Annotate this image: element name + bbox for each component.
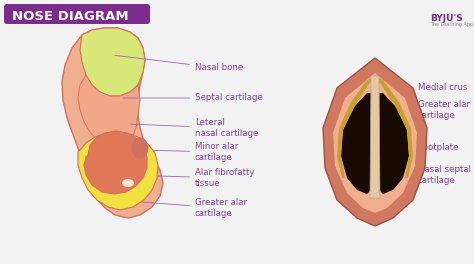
Polygon shape	[80, 28, 145, 96]
Text: Minor alar
cartilage: Minor alar cartilage	[143, 142, 238, 162]
Polygon shape	[333, 73, 417, 213]
Polygon shape	[62, 28, 163, 218]
Text: NOSE DIAGRAM: NOSE DIAGRAM	[12, 11, 128, 23]
Polygon shape	[84, 131, 147, 194]
Text: Nasal septal
cartilage: Nasal septal cartilage	[373, 165, 471, 185]
Text: Greater alar
cartilage: Greater alar cartilage	[118, 198, 247, 218]
Polygon shape	[78, 132, 158, 210]
Polygon shape	[379, 93, 409, 194]
Polygon shape	[370, 76, 380, 198]
Text: The Learning App: The Learning App	[430, 22, 473, 27]
Text: Footplate: Footplate	[383, 144, 458, 153]
Ellipse shape	[122, 179, 134, 187]
Text: Septal cartilage: Septal cartilage	[123, 93, 263, 102]
Polygon shape	[78, 75, 140, 148]
Polygon shape	[4, 4, 150, 24]
Ellipse shape	[132, 138, 148, 158]
Polygon shape	[341, 93, 371, 194]
Text: Nasal bone: Nasal bone	[115, 55, 243, 73]
Polygon shape	[337, 78, 373, 178]
Text: BYJU'S: BYJU'S	[430, 14, 463, 23]
Text: Leteral
nasal cartilage: Leteral nasal cartilage	[131, 118, 258, 138]
Polygon shape	[377, 78, 413, 178]
Polygon shape	[323, 58, 427, 226]
Text: Medial crus: Medial crus	[382, 83, 467, 92]
Text: Alar fibrofatty
tissue: Alar fibrofatty tissue	[128, 168, 255, 188]
Text: Greater alar
cartilage: Greater alar cartilage	[408, 100, 470, 120]
